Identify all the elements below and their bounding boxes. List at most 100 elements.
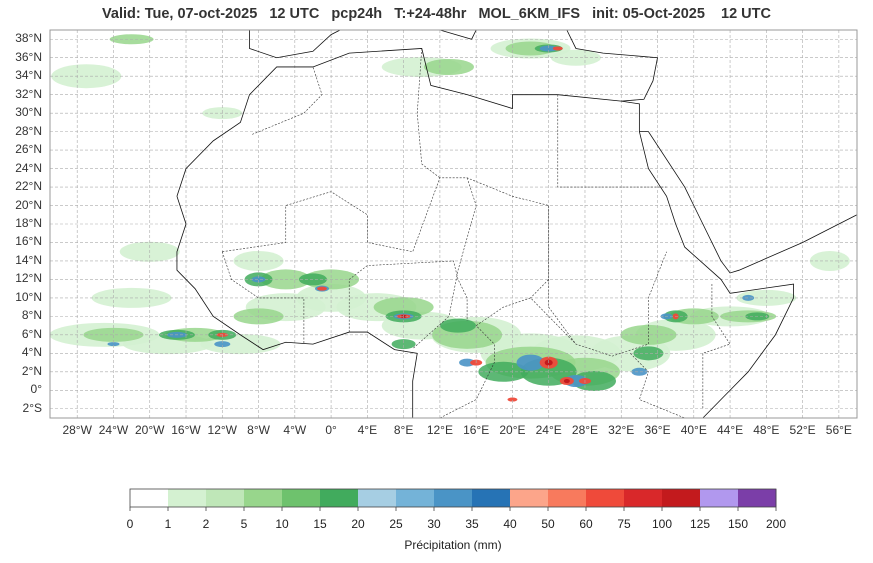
country-border <box>630 353 685 419</box>
country-border <box>221 251 305 345</box>
lat-label: 28°N <box>15 123 42 138</box>
colorbar-tick-label: 5 <box>240 517 248 531</box>
arabia-coastline <box>639 131 858 274</box>
colorbar-swatch <box>244 489 283 507</box>
colorbar-swatch <box>548 489 587 507</box>
country-border <box>252 66 323 135</box>
colorbar-swatch <box>510 489 549 507</box>
lat-label: 8°N <box>21 308 42 323</box>
lat-label: 34°N <box>15 68 42 83</box>
lat-label: 22°N <box>15 179 42 194</box>
precip-cell <box>633 346 664 361</box>
colorbar-swatch <box>358 489 397 507</box>
lat-label: 36°N <box>15 49 42 64</box>
colorbar-tick-label: 2 <box>202 517 210 531</box>
precip-cell <box>107 342 120 347</box>
colorbar-tick-label: 100 <box>651 517 673 531</box>
lon-label: 0° <box>325 423 337 437</box>
lat-label: 18°N <box>15 216 42 230</box>
lat-label: 16°N <box>15 234 42 249</box>
precip-cell <box>214 341 231 348</box>
precipitation-field <box>49 34 850 402</box>
lon-label: 48°E <box>753 423 780 437</box>
lat-lon-grid <box>50 30 857 418</box>
lon-label: 24°E <box>535 423 562 437</box>
lon-label: 36°E <box>644 423 671 437</box>
lat-label: 32°N <box>15 86 42 101</box>
lat-label: 6°N <box>21 326 42 341</box>
precip-cell <box>478 361 529 382</box>
lon-label: 8°W <box>247 423 270 437</box>
precip-cell <box>423 58 474 75</box>
country-border <box>348 260 468 333</box>
colorbar-tick-label: 35 <box>465 517 479 531</box>
lon-label: 28°E <box>571 423 599 437</box>
country-border <box>439 325 495 419</box>
precip-cell <box>317 286 328 291</box>
colorbar-tick-label: 1 <box>164 517 172 531</box>
lat-label: 12°N <box>15 271 42 286</box>
precip-cell <box>563 379 570 384</box>
colorbar-tick-label: 25 <box>389 517 403 531</box>
precip-cell <box>742 294 755 301</box>
lat-label: 30°N <box>15 105 42 120</box>
lon-label: 20°W <box>134 423 165 437</box>
coastlines-and-borders <box>176 29 858 419</box>
lon-label: 20°E <box>499 423 526 437</box>
lon-label: 40°E <box>680 423 707 437</box>
country-border <box>702 284 731 409</box>
colorbar-swatch <box>206 489 245 507</box>
lon-label: 16°E <box>463 423 490 437</box>
precip-cell <box>391 339 416 350</box>
precip-cell <box>251 276 266 283</box>
colorbar-swatch <box>282 489 321 507</box>
colorbar-tick-label: 30 <box>427 517 441 531</box>
lon-label: 56°E <box>825 423 852 437</box>
lat-label: 10°N <box>15 289 42 304</box>
lon-label: 4°W <box>283 423 307 437</box>
colorbar-tick-label: 75 <box>617 517 631 531</box>
precip-cell <box>809 250 850 271</box>
colorbar-tick-label: 125 <box>689 517 711 531</box>
colorbar <box>129 488 777 511</box>
lon-label: 4°E <box>357 423 378 437</box>
colorbar-swatch <box>130 489 169 507</box>
lat-label: 24°N <box>15 160 42 175</box>
country-border <box>416 48 441 179</box>
precip-cell <box>620 324 677 345</box>
colorbar-swatch <box>434 489 473 507</box>
colorbar-tick-label: 50 <box>541 517 555 531</box>
lon-label: 44°E <box>716 423 744 437</box>
colorbar-tick-label: 10 <box>275 517 289 531</box>
lon-label: 12°E <box>426 423 453 437</box>
lat-label: 2°S <box>22 400 42 415</box>
colorbar-swatch <box>320 489 359 507</box>
colorbar-tick-label: 200 <box>765 517 787 531</box>
map-title: Valid: Tue, 07-oct-2025 12 UTC pcp24h T:… <box>102 6 771 22</box>
lat-label: 38°N <box>15 31 42 46</box>
lon-label: 52°E <box>789 423 816 437</box>
lat-label: 0° <box>30 382 42 397</box>
colorbar-swatch <box>396 489 435 507</box>
colorbar-swatch <box>472 489 511 507</box>
lat-label: 14°N <box>15 252 42 267</box>
colorbar-tick-label: 40 <box>503 517 517 531</box>
precip-cell <box>552 46 563 51</box>
colorbar-swatch <box>168 489 207 507</box>
colorbar-tick-label: 15 <box>313 517 327 531</box>
colorbar-tick-label: 60 <box>579 517 593 531</box>
precip-cell <box>507 397 518 402</box>
lon-label: 8°E <box>393 423 414 437</box>
colorbar-tick-label: 0 <box>126 517 134 531</box>
africa-coastline <box>176 48 794 419</box>
lon-label: 12°W <box>207 423 237 437</box>
lat-label: 4°N <box>21 345 42 360</box>
map-frame <box>49 29 858 419</box>
lon-label: 16°W <box>171 423 201 437</box>
iberia-coastline <box>249 29 341 59</box>
lon-label: 24°W <box>98 423 129 437</box>
precip-cell <box>631 367 648 376</box>
colorbar-swatch <box>700 489 739 507</box>
colorbar-tick-label: 150 <box>727 517 749 531</box>
